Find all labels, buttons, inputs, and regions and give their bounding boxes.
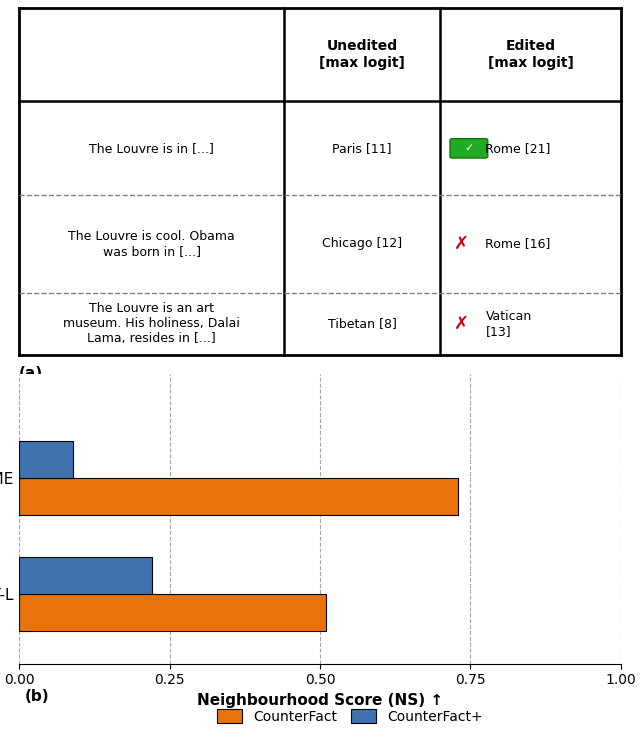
Bar <box>19 557 152 594</box>
Text: The Louvre is cool. Obama
was born in [...]: The Louvre is cool. Obama was born in [.… <box>68 230 235 258</box>
Text: Unedited
[max logit]: Unedited [max logit] <box>319 39 405 70</box>
Text: (b): (b) <box>25 689 50 704</box>
Bar <box>19 441 74 478</box>
Text: The Louvre is an art
museum. His holiness, Dalai
Lama, resides in [...]: The Louvre is an art museum. His holines… <box>63 302 240 345</box>
X-axis label: Neighbourhood Score (NS) ↑: Neighbourhood Score (NS) ↑ <box>197 693 443 708</box>
Text: Rome [21]: Rome [21] <box>485 142 551 155</box>
Text: The Louvre is in [...]: The Louvre is in [...] <box>89 142 214 155</box>
FancyBboxPatch shape <box>450 138 488 158</box>
Text: Edited
[max logit]: Edited [max logit] <box>488 39 573 70</box>
Text: Tibetan [8]: Tibetan [8] <box>328 317 397 330</box>
Bar <box>19 594 326 631</box>
Text: Rome [16]: Rome [16] <box>485 238 551 250</box>
Legend: CounterFact, CounterFact+: CounterFact, CounterFact+ <box>212 704 488 729</box>
Text: ✓: ✓ <box>464 144 474 153</box>
Bar <box>19 478 458 515</box>
Text: Vatican
[13]: Vatican [13] <box>485 310 532 338</box>
Text: Chicago [12]: Chicago [12] <box>322 238 402 250</box>
Text: ✗: ✗ <box>454 235 469 253</box>
Text: (a): (a) <box>19 365 44 381</box>
Text: Paris [11]: Paris [11] <box>332 142 392 155</box>
Text: ✗: ✗ <box>454 315 469 333</box>
